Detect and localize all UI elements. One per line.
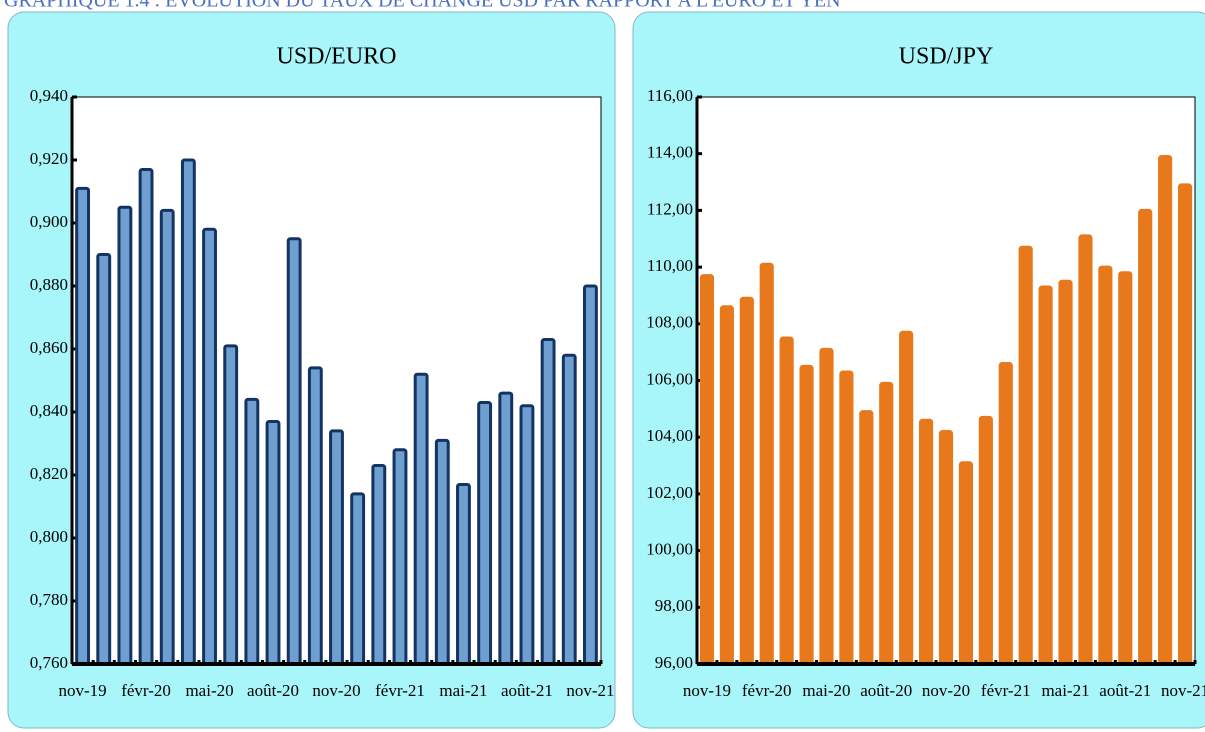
bar xyxy=(919,418,934,666)
x-tick-label: août-21 xyxy=(1099,681,1151,700)
x-tick-label: févr-21 xyxy=(981,681,1031,700)
y-tick-label: 116,00 xyxy=(647,86,693,105)
bar xyxy=(1098,265,1113,666)
bar xyxy=(223,344,239,666)
y-tick-label: 98,00 xyxy=(655,596,693,615)
y-tick-label: 0,900 xyxy=(30,212,68,231)
x-tick-label: mai-20 xyxy=(185,681,233,700)
bar xyxy=(978,415,993,666)
y-tick-label: 96,00 xyxy=(655,653,693,672)
bar xyxy=(159,208,175,666)
x-tick-label: nov-19 xyxy=(683,681,731,700)
bar xyxy=(719,305,734,666)
x-tick-label: févr-20 xyxy=(742,681,792,700)
bar xyxy=(958,461,973,666)
x-tick-label: août-20 xyxy=(860,681,912,700)
bar xyxy=(799,364,814,666)
y-tick-label: 100,00 xyxy=(646,540,693,559)
bar xyxy=(96,253,112,666)
bar xyxy=(879,381,894,666)
x-tick-label: mai-21 xyxy=(439,681,487,700)
bar xyxy=(1177,183,1193,666)
bar xyxy=(1018,245,1033,666)
bar xyxy=(1138,208,1153,666)
y-tick-label: 0,840 xyxy=(30,401,68,420)
bar xyxy=(498,391,514,666)
x-tick-label: août-20 xyxy=(247,681,299,700)
bar xyxy=(540,338,556,666)
y-tick-label: 108,00 xyxy=(646,313,693,332)
y-tick-label: 0,880 xyxy=(30,275,68,294)
chart-title: USD/EURO xyxy=(276,44,396,70)
y-tick-label: 110,00 xyxy=(647,256,693,275)
bar xyxy=(899,330,914,666)
bar xyxy=(839,370,854,666)
y-tick-label: 112,00 xyxy=(647,199,693,218)
bar xyxy=(413,372,429,666)
x-tick-label: nov-21 xyxy=(566,681,614,700)
x-tick-label: mai-20 xyxy=(802,681,850,700)
bar xyxy=(434,438,450,666)
x-tick-label: févr-21 xyxy=(375,681,425,700)
y-tick-label: 104,00 xyxy=(646,426,693,445)
x-tick-label: août-21 xyxy=(501,681,553,700)
bar xyxy=(1078,234,1093,666)
bar xyxy=(739,296,754,666)
y-tick-label: 0,780 xyxy=(30,590,68,609)
bar xyxy=(392,448,408,666)
y-tick-label: 0,860 xyxy=(30,338,68,357)
bar xyxy=(202,227,217,666)
x-tick-label: mai-21 xyxy=(1041,681,1089,700)
y-tick-label: 0,920 xyxy=(30,149,68,168)
y-tick-label: 114,00 xyxy=(647,143,693,162)
bar xyxy=(1038,285,1053,666)
bar xyxy=(561,353,577,666)
bar xyxy=(1118,271,1133,666)
bar xyxy=(759,262,774,666)
x-tick-label: nov-20 xyxy=(312,681,360,700)
bar xyxy=(779,336,794,666)
bar xyxy=(350,492,366,666)
bar xyxy=(1158,155,1173,666)
bar xyxy=(699,274,715,666)
bar xyxy=(265,419,281,666)
bar xyxy=(1058,279,1073,666)
bar xyxy=(244,397,260,666)
y-tick-label: 0,800 xyxy=(30,527,68,546)
bar xyxy=(819,347,834,666)
y-tick-label: 106,00 xyxy=(646,369,693,388)
bar xyxy=(519,404,535,666)
y-tick-label: 0,940 xyxy=(30,86,68,105)
bar xyxy=(307,366,323,666)
bar xyxy=(582,284,598,666)
chart-title: USD/JPY xyxy=(899,44,994,70)
bar xyxy=(477,401,493,666)
x-tick-label: févr-20 xyxy=(121,681,171,700)
x-tick-label: nov-20 xyxy=(922,681,970,700)
x-tick-label: nov-19 xyxy=(58,681,106,700)
y-tick-label: 102,00 xyxy=(646,483,693,502)
x-tick-label: nov-21 xyxy=(1161,681,1205,700)
header: GRAPHIQUE 1.4 : EVOLUTION DU TAUX DE CHA… xyxy=(4,0,841,12)
bar xyxy=(117,205,133,666)
y-tick-label: 0,820 xyxy=(30,464,68,483)
bar xyxy=(456,482,471,666)
bar xyxy=(371,464,387,666)
bar xyxy=(859,410,874,666)
bar xyxy=(75,186,91,666)
y-tick-label: 0,760 xyxy=(30,653,68,672)
bar xyxy=(286,237,302,666)
bar xyxy=(138,167,154,666)
bar xyxy=(329,429,344,666)
bar xyxy=(998,361,1013,666)
bar xyxy=(180,158,196,666)
bar xyxy=(938,430,954,666)
